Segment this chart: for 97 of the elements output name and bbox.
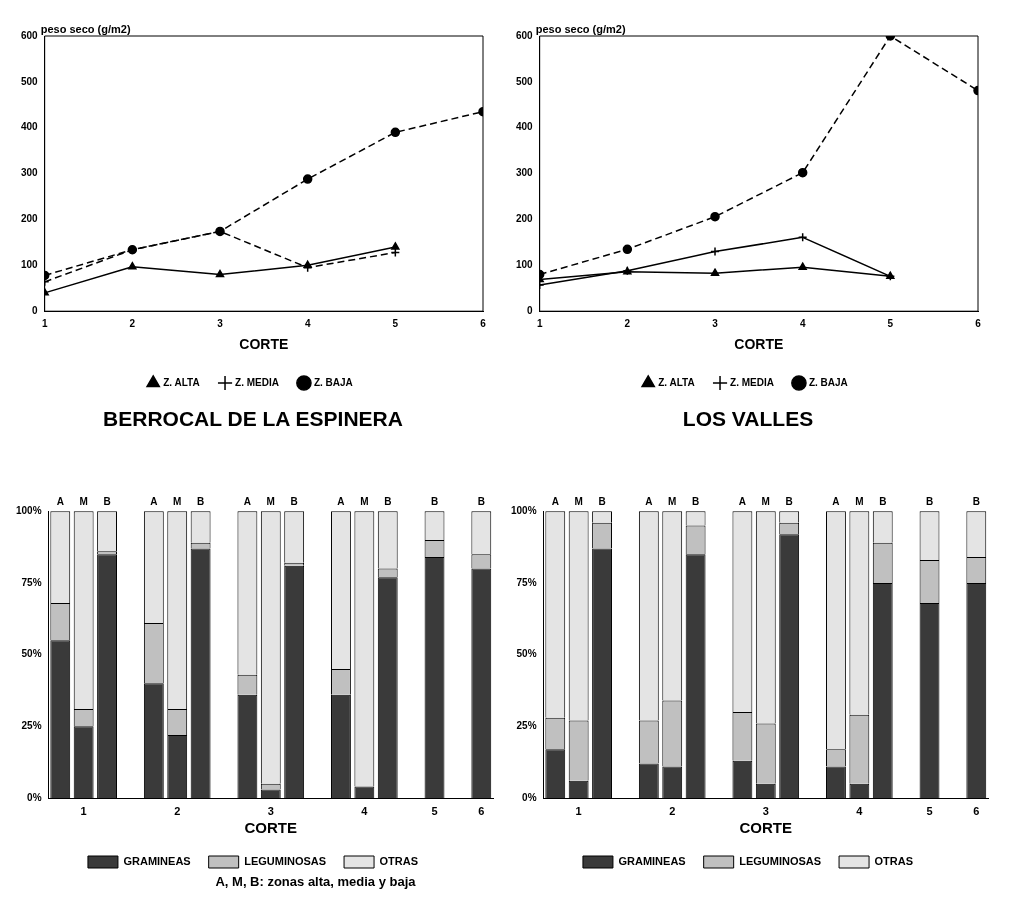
- x-tick-label: B: [430, 495, 439, 507]
- y-tick-label: 100%: [511, 504, 537, 516]
- legend-label: Z. MEDIA: [730, 376, 774, 388]
- x-tick-label: 2: [129, 317, 136, 329]
- text: 5: [431, 804, 438, 817]
- y-tick-label: 0%: [27, 791, 42, 803]
- legend-label: Z. BAJA: [808, 376, 848, 388]
- legend-label: Z. MEDIA: [235, 376, 279, 388]
- y-tick-label: 300: [516, 167, 534, 179]
- x-tick-label: B: [384, 495, 392, 507]
- legend-label: GRAMINEAS: [618, 855, 686, 868]
- x-tick-label: 4: [304, 317, 311, 329]
- chart-title: LOS VALLES: [682, 407, 814, 431]
- y-tick-label: 25%: [21, 720, 42, 732]
- x-tick-label: A: [243, 495, 252, 507]
- text: 3: [267, 804, 274, 817]
- y-tick-label: 600: [21, 29, 39, 41]
- y-tick-label: 400: [516, 121, 534, 133]
- text: 1: [575, 804, 582, 817]
- x-axis-title: CORTE: [244, 819, 298, 837]
- y-tick-label: 100%: [16, 504, 42, 516]
- x-tick-label: B: [785, 495, 793, 507]
- text: 2: [174, 804, 181, 817]
- x-tick-label: A: [337, 495, 345, 507]
- y-axis-title: peso seco (g/m2): [40, 23, 131, 36]
- y-tick-label: 100: [21, 259, 39, 271]
- x-tick-label: B: [290, 495, 298, 507]
- x-tick-label: B: [972, 495, 980, 507]
- legend-label: LEGUMINOSAS: [739, 855, 822, 868]
- y-tick-label: 200: [21, 213, 39, 225]
- x-tick-label: 6: [975, 317, 982, 329]
- x-tick-label: 1: [41, 317, 48, 329]
- x-axis-title: CORTE: [739, 819, 793, 837]
- y-tick-label: 500: [21, 75, 39, 87]
- y-tick-label: 200: [516, 213, 534, 225]
- x-tick-label: 5: [392, 317, 399, 329]
- x-tick-label: M: [360, 495, 369, 507]
- x-tick-label: M: [668, 495, 677, 507]
- x-tick-label: B: [925, 495, 934, 507]
- x-tick-label: 3: [712, 317, 719, 329]
- y-tick-label: 600: [516, 29, 534, 41]
- x-tick-label: M: [266, 495, 275, 507]
- legend-label: OTRAS: [874, 855, 914, 868]
- y-tick-label: 50%: [21, 648, 42, 660]
- x-tick-label: 3: [217, 317, 224, 329]
- x-tick-label: 6: [480, 317, 487, 329]
- x-tick-label: A: [56, 495, 64, 507]
- text: 5: [926, 804, 933, 817]
- x-tick-label: M: [761, 495, 770, 507]
- text: A, M, B: zonas alta, media y baja: [214, 874, 417, 889]
- x-tick-label: M: [855, 495, 864, 507]
- x-tick-label: B: [598, 495, 606, 507]
- x-tick-label: 2: [624, 317, 631, 329]
- x-tick-label: 1: [536, 317, 543, 329]
- x-tick-label: 4: [799, 317, 806, 329]
- x-tick-label: M: [79, 495, 88, 507]
- text: 1: [80, 804, 87, 817]
- x-tick-label: A: [645, 495, 653, 507]
- text: 2: [669, 804, 676, 817]
- x-tick-label: B: [477, 495, 485, 507]
- y-tick-label: 0: [527, 304, 534, 316]
- text: 4: [856, 804, 864, 817]
- x-tick-label: B: [692, 495, 700, 507]
- legend-label: Z. ALTA: [163, 376, 200, 388]
- x-tick-label: B: [879, 495, 887, 507]
- y-tick-label: 100: [516, 259, 534, 271]
- y-tick-label: 300: [21, 167, 39, 179]
- y-tick-label: 50%: [516, 648, 537, 660]
- y-tick-label: 75%: [516, 576, 537, 588]
- text: 3: [762, 804, 769, 817]
- y-tick-label: 75%: [21, 576, 42, 588]
- x-tick-label: M: [574, 495, 583, 507]
- x-axis-title: CORTE: [239, 336, 289, 353]
- x-tick-label: A: [551, 495, 559, 507]
- y-tick-label: 0%: [522, 791, 537, 803]
- y-tick-label: 500: [516, 75, 534, 87]
- x-tick-label: A: [150, 495, 158, 507]
- y-axis-title: peso seco (g/m2): [535, 23, 626, 36]
- x-tick-label: A: [738, 495, 747, 507]
- chart-title: BERROCAL DE LA ESPINERA: [103, 407, 403, 431]
- x-tick-label: 5: [887, 317, 894, 329]
- legend-label: LEGUMINOSAS: [244, 855, 327, 868]
- legend-label: OTRAS: [379, 855, 419, 868]
- legend-label: GRAMINEAS: [123, 855, 191, 868]
- x-tick-label: M: [173, 495, 182, 507]
- text: 6: [973, 804, 980, 817]
- x-tick-label: A: [832, 495, 840, 507]
- y-tick-label: 25%: [516, 720, 537, 732]
- text: 6: [478, 804, 485, 817]
- y-tick-label: 400: [21, 121, 39, 133]
- legend-label: Z. ALTA: [658, 376, 695, 388]
- x-tick-label: B: [197, 495, 205, 507]
- text: 4: [361, 804, 369, 817]
- y-tick-label: 0: [32, 304, 39, 316]
- x-axis-title: CORTE: [734, 336, 784, 353]
- x-tick-label: B: [103, 495, 111, 507]
- legend-label: Z. BAJA: [313, 376, 353, 388]
